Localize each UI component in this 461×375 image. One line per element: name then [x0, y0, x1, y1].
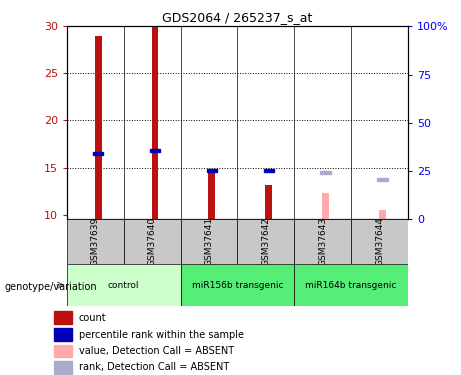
Bar: [150, 149, 160, 152]
Bar: [208, 172, 215, 219]
Bar: [379, 210, 386, 219]
Bar: [320, 171, 331, 174]
Bar: [377, 178, 388, 182]
Bar: [124, 219, 181, 264]
Bar: [265, 184, 272, 219]
Bar: [351, 219, 408, 264]
Bar: [54, 361, 72, 374]
Text: GSM37643: GSM37643: [318, 217, 327, 266]
Title: GDS2064 / 265237_s_at: GDS2064 / 265237_s_at: [162, 11, 313, 24]
Text: value, Detection Call = ABSENT: value, Detection Call = ABSENT: [78, 346, 234, 356]
Bar: [264, 169, 274, 172]
Bar: [67, 264, 181, 306]
Bar: [54, 345, 72, 357]
Text: genotype/variation: genotype/variation: [5, 282, 97, 292]
Bar: [237, 219, 294, 264]
Text: GSM37644: GSM37644: [375, 217, 384, 266]
Text: GSM37641: GSM37641: [205, 217, 213, 266]
Bar: [93, 152, 103, 155]
Bar: [207, 169, 217, 172]
Bar: [95, 36, 101, 219]
Bar: [54, 311, 72, 324]
Bar: [294, 219, 351, 264]
Bar: [322, 193, 329, 219]
Text: percentile rank within the sample: percentile rank within the sample: [78, 330, 243, 340]
Text: GSM37642: GSM37642: [261, 217, 270, 266]
Text: miR156b transgenic: miR156b transgenic: [192, 280, 283, 290]
Text: count: count: [78, 313, 106, 322]
Text: miR164b transgenic: miR164b transgenic: [306, 280, 397, 290]
Bar: [152, 26, 159, 219]
Text: rank, Detection Call = ABSENT: rank, Detection Call = ABSENT: [78, 363, 229, 372]
Bar: [67, 219, 124, 264]
Bar: [294, 264, 408, 306]
Text: control: control: [108, 280, 139, 290]
Text: GSM37639: GSM37639: [91, 217, 100, 267]
Bar: [181, 219, 237, 264]
Bar: [181, 264, 294, 306]
Text: GSM37640: GSM37640: [148, 217, 157, 266]
Bar: [54, 328, 72, 341]
